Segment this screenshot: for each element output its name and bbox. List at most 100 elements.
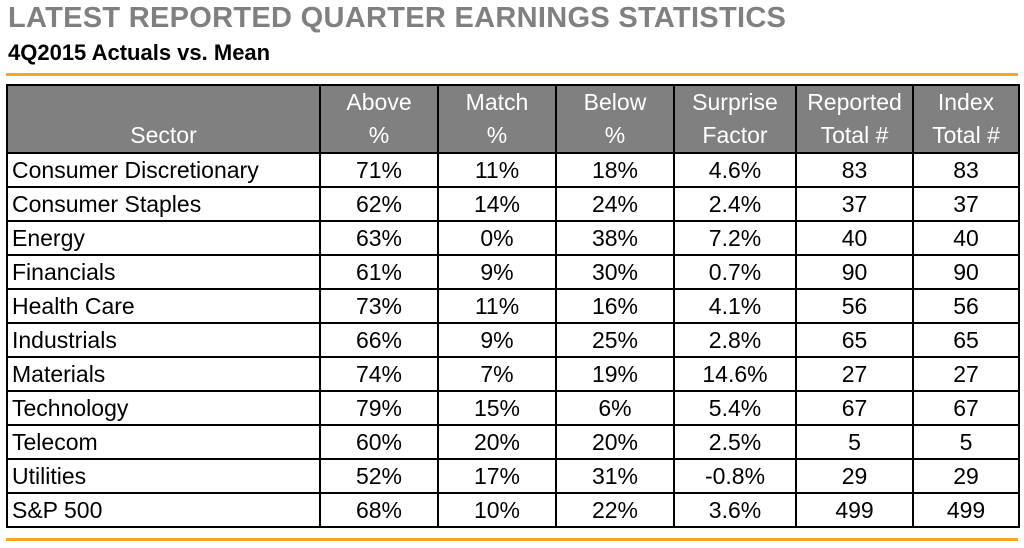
cell-match: 20%	[437, 424, 557, 460]
cell-below: 25%	[555, 322, 675, 358]
column-header-surprise-line1: Surprise	[692, 89, 778, 115]
header-row: Sector Above% Match% Below% Surprise Factor Re…	[6, 84, 1020, 154]
cell-index: 56	[912, 288, 1020, 324]
cell-sector: S&P 500	[6, 492, 321, 528]
cell-reported: 83	[795, 152, 914, 188]
cell-reported: 90	[795, 254, 914, 290]
top-divider	[6, 73, 1018, 76]
column-header-below: Below%	[555, 84, 675, 154]
cell-surprise: 0.7%	[673, 254, 797, 290]
cell-index: 90	[912, 254, 1020, 290]
cell-surprise: 2.8%	[673, 322, 797, 358]
cell-below: 22%	[555, 492, 675, 528]
cell-match: 10%	[437, 492, 557, 528]
cell-sector: Energy	[6, 220, 321, 256]
cell-below: 31%	[555, 458, 675, 494]
bottom-divider	[6, 538, 1018, 541]
cell-below: 16%	[555, 288, 675, 324]
column-header-match-line1: Match	[465, 89, 529, 115]
cell-surprise: 5.4%	[673, 390, 797, 426]
table-row: Energy 63% 0% 38% 7.2% 40 40	[6, 220, 1020, 256]
cell-above: 74%	[319, 356, 439, 392]
cell-index: 65	[912, 322, 1020, 358]
column-header-match: Match%	[437, 84, 557, 154]
cell-surprise: 3.6%	[673, 492, 797, 528]
earnings-table: Sector Above% Match% Below% Surprise Factor Re…	[6, 84, 1020, 528]
table-header: Sector Above% Match% Below% Surprise Factor Re…	[6, 84, 1020, 154]
cell-match: 11%	[437, 152, 557, 188]
cell-surprise: 7.2%	[673, 220, 797, 256]
table-body: Consumer Discretionary 71% 11% 18% 4.6% 83 83 C…	[6, 152, 1020, 528]
cell-reported: 29	[795, 458, 914, 494]
cell-below: 38%	[555, 220, 675, 256]
cell-index: 40	[912, 220, 1020, 256]
cell-above: 60%	[319, 424, 439, 460]
column-header-sector-line2: Sector	[130, 122, 197, 148]
table-row: Technology 79% 15% 6% 5.4% 67 67	[6, 390, 1020, 426]
cell-reported: 37	[795, 186, 914, 222]
cell-sector: Utilities	[6, 458, 321, 494]
cell-above: 52%	[319, 458, 439, 494]
cell-reported: 27	[795, 356, 914, 392]
cell-sector: Financials	[6, 254, 321, 290]
column-header-below-line1: Below	[583, 89, 647, 115]
cell-below: 30%	[555, 254, 675, 290]
cell-index: 83	[912, 152, 1020, 188]
cell-sector: Consumer Discretionary	[6, 152, 321, 188]
cell-reported: 65	[795, 322, 914, 358]
column-header-reported: Reported Total #	[795, 84, 914, 154]
cell-sector: Technology	[6, 390, 321, 426]
cell-match: 9%	[437, 322, 557, 358]
cell-reported: 67	[795, 390, 914, 426]
table-row: Materials 74% 7% 19% 14.6% 27 27	[6, 356, 1020, 392]
cell-match: 14%	[437, 186, 557, 222]
column-header-index-line1: Index	[937, 89, 995, 115]
table-row: Financials 61% 9% 30% 0.7% 90 90	[6, 254, 1020, 290]
cell-index: 5	[912, 424, 1020, 460]
cell-match: 15%	[437, 390, 557, 426]
cell-above: 68%	[319, 492, 439, 528]
table-row: Utilities 52% 17% 31% -0.8% 29 29	[6, 458, 1020, 494]
cell-reported: 40	[795, 220, 914, 256]
cell-below: 6%	[555, 390, 675, 426]
cell-index: 67	[912, 390, 1020, 426]
cell-above: 61%	[319, 254, 439, 290]
cell-reported: 499	[795, 492, 914, 528]
cell-index: 29	[912, 458, 1020, 494]
page-title: LATEST REPORTED QUARTER EARNINGS STATIST…	[8, 2, 787, 34]
cell-match: 11%	[437, 288, 557, 324]
cell-match: 0%	[437, 220, 557, 256]
cell-above: 63%	[319, 220, 439, 256]
column-header-match-line2: %	[486, 122, 508, 148]
column-header-sector-line1	[9, 87, 318, 119]
column-header-reported-line1: Reported	[807, 89, 902, 115]
column-header-reported-line2: Total #	[820, 122, 889, 148]
cell-index: 37	[912, 186, 1020, 222]
cell-below: 20%	[555, 424, 675, 460]
column-header-above: Above%	[319, 84, 439, 154]
cell-match: 9%	[437, 254, 557, 290]
cell-below: 24%	[555, 186, 675, 222]
cell-index: 27	[912, 356, 1020, 392]
column-header-surprise: Surprise Factor	[673, 84, 797, 154]
cell-below: 19%	[555, 356, 675, 392]
table-row: Health Care 73% 11% 16% 4.1% 56 56	[6, 288, 1020, 324]
column-header-surprise-line2: Factor	[702, 122, 768, 148]
cell-match: 17%	[437, 458, 557, 494]
cell-surprise: 14.6%	[673, 356, 797, 392]
cell-above: 66%	[319, 322, 439, 358]
cell-sector: Telecom	[6, 424, 321, 460]
cell-above: 79%	[319, 390, 439, 426]
column-header-below-line2: %	[604, 122, 626, 148]
cell-below: 18%	[555, 152, 675, 188]
cell-reported: 56	[795, 288, 914, 324]
cell-above: 73%	[319, 288, 439, 324]
cell-surprise: 2.4%	[673, 186, 797, 222]
page-subtitle: 4Q2015 Actuals vs. Mean	[8, 40, 271, 65]
cell-sector: Consumer Staples	[6, 186, 321, 222]
table-row: Consumer Staples 62% 14% 24% 2.4% 37 37	[6, 186, 1020, 222]
table-row: Industrials 66% 9% 25% 2.8% 65 65	[6, 322, 1020, 358]
cell-surprise: 4.6%	[673, 152, 797, 188]
cell-surprise: -0.8%	[673, 458, 797, 494]
column-header-above-line2: %	[368, 122, 390, 148]
